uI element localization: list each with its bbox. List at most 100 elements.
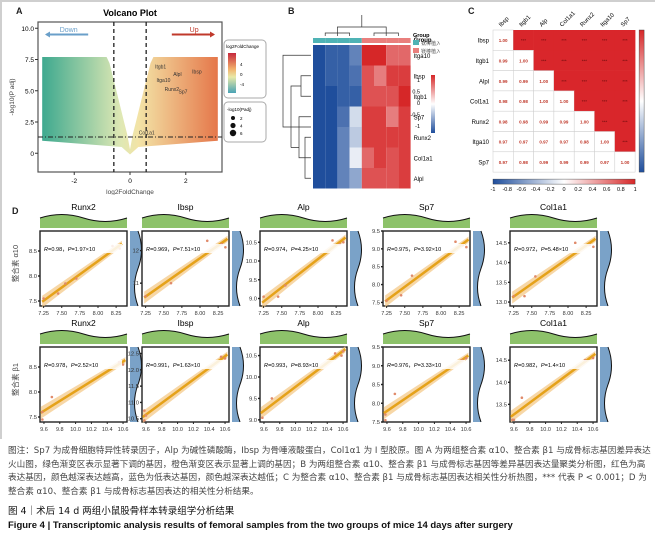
heatmap-cell bbox=[386, 86, 399, 107]
group-bar-cell bbox=[374, 38, 387, 43]
data-point bbox=[512, 294, 515, 298]
data-point bbox=[143, 409, 146, 412]
top-density bbox=[260, 330, 347, 344]
x-tick-label: 9.6 bbox=[510, 427, 518, 433]
correlation-cell bbox=[533, 30, 555, 51]
y-tick-label: 12.0 bbox=[128, 368, 139, 374]
top-density bbox=[510, 330, 597, 344]
panel-gene-title: Alp bbox=[297, 318, 310, 328]
heatmap-cell bbox=[361, 147, 374, 168]
x-tick-label: 10.0 bbox=[290, 427, 301, 433]
y-tick-label: 9.5 bbox=[249, 278, 257, 284]
y-tick-label: 13.5 bbox=[496, 402, 507, 408]
top-density bbox=[260, 214, 347, 228]
data-point bbox=[333, 352, 337, 355]
group-bar-cell bbox=[337, 38, 350, 43]
heatmap-cell bbox=[325, 147, 338, 168]
stat-label: R=0.991，P=1.63×10 bbox=[146, 363, 200, 369]
heatmap-cell bbox=[374, 45, 387, 66]
panel-gene-title: Runx2 bbox=[71, 202, 96, 212]
panel-gene-title: Ibsp bbox=[177, 318, 193, 328]
regression-line bbox=[260, 348, 347, 415]
significance-marker: *** bbox=[622, 140, 628, 145]
colorbar-tick: 0.8 bbox=[617, 187, 625, 193]
heatmap-cell bbox=[337, 147, 350, 168]
colorbar bbox=[431, 75, 435, 133]
x-tick-label: 9.8 bbox=[56, 427, 64, 433]
scatter-panel-col1a1-alpha10: Col1a1 R=0.972，P=5.48×10 7.25 7.50 7.75 8.00 8… bbox=[496, 202, 612, 317]
correlation-value: 0.99 bbox=[560, 119, 569, 124]
significance-marker: *** bbox=[521, 38, 527, 43]
x-tick-label: 10.2 bbox=[429, 427, 440, 433]
stat-label-bg bbox=[145, 244, 224, 253]
side-density bbox=[232, 347, 244, 422]
colorbar-tick: 0 bbox=[563, 187, 566, 193]
x-tick-label: 0 bbox=[128, 178, 132, 185]
significance-marker: *** bbox=[561, 38, 567, 43]
size-legend-dot bbox=[229, 129, 237, 137]
heatmap-cell bbox=[325, 106, 338, 127]
y-tick-label: 2.5 bbox=[25, 120, 34, 127]
heatmap-cell bbox=[386, 45, 399, 66]
correlation-value: 0.99 bbox=[539, 119, 548, 124]
top-density-outline bbox=[39, 214, 128, 222]
heatmap-cell bbox=[337, 86, 350, 107]
heatmap-cell bbox=[337, 106, 350, 127]
y-tick-label: 7.5 bbox=[25, 57, 34, 64]
scatter-panel-ibsp-alpha10: Ibsp R=0.969，P=7.51×10 7.25 7.50 7.75 8.00 8.2… bbox=[133, 202, 244, 317]
x-tick-label: 7.25 bbox=[381, 311, 392, 317]
gene-label: Col1a1 bbox=[139, 131, 155, 137]
significance-marker: *** bbox=[602, 119, 608, 124]
figure-caption: 图注：Sp7 为成骨细胞特异性转录因子，Alp 为碱性磷酸酶，Ibsp 为骨唾液… bbox=[8, 446, 651, 497]
x-tick-label: 7.50 bbox=[399, 311, 410, 317]
x-tick-label: 10.0 bbox=[172, 427, 183, 433]
x-tick-label: 8.00 bbox=[195, 311, 206, 317]
row-label: Itgb1 bbox=[414, 95, 428, 101]
data-point bbox=[534, 275, 537, 278]
heatmap-cell bbox=[386, 168, 399, 189]
row-label: Ibsp bbox=[414, 74, 426, 80]
correlation-value: 0.97 bbox=[600, 160, 609, 165]
x-tick-label: 9.8 bbox=[276, 427, 284, 433]
x-tick-label: 7.50 bbox=[276, 311, 287, 317]
heatmap-cell bbox=[349, 86, 362, 107]
colorbar-tick: -0.8 bbox=[502, 187, 511, 193]
correlation-cell bbox=[574, 90, 595, 112]
x-tick-label: 7.75 bbox=[177, 311, 188, 317]
colorbar-tick: 0 bbox=[417, 101, 420, 107]
heatmap-cell bbox=[349, 45, 362, 66]
correlation-value: 0.98 bbox=[519, 99, 528, 104]
stat-label-bg bbox=[263, 244, 342, 253]
y-tick-label: 7.5 bbox=[29, 415, 37, 421]
correlation-value: 0.97 bbox=[539, 140, 548, 145]
side-density-outline bbox=[354, 346, 362, 423]
x-tick-label: 8.00 bbox=[563, 311, 574, 317]
data-point bbox=[573, 241, 577, 245]
x-tick-label: 9.6 bbox=[142, 427, 150, 433]
row-label: Itga10 bbox=[414, 54, 431, 60]
colorbar-tick: 1 bbox=[634, 187, 637, 193]
size-legend-title: -log10(Padj) bbox=[227, 107, 252, 112]
gene-label: Ibsp bbox=[192, 69, 202, 75]
x-tick-label: 9.8 bbox=[399, 427, 407, 433]
row-label: Col1a1 bbox=[414, 156, 434, 162]
x-tick-label: 10.0 bbox=[540, 427, 551, 433]
top-density-outline bbox=[141, 214, 230, 222]
data-point bbox=[74, 277, 78, 280]
up-arrow-head bbox=[210, 31, 216, 38]
side-density bbox=[350, 347, 362, 422]
x-tick-label: 10.6 bbox=[461, 427, 472, 433]
significance-marker: *** bbox=[622, 79, 628, 84]
significance-marker: *** bbox=[561, 79, 567, 84]
x-tick-label: 10.4 bbox=[204, 427, 215, 433]
heatmap-cell bbox=[361, 86, 374, 107]
correlation-value: 0.98 bbox=[580, 140, 589, 145]
stat-label-bg bbox=[43, 360, 122, 369]
size-legend-dot bbox=[231, 116, 235, 120]
heatmap-cell bbox=[398, 86, 411, 107]
gene-label: Itga10 bbox=[157, 78, 171, 84]
group-legend-label: 钛棒植入组 bbox=[421, 40, 440, 47]
x-tick-label: 8.25 bbox=[213, 311, 224, 317]
y-tick-label: 8.5 bbox=[29, 249, 37, 255]
side-density-outline bbox=[354, 230, 362, 307]
